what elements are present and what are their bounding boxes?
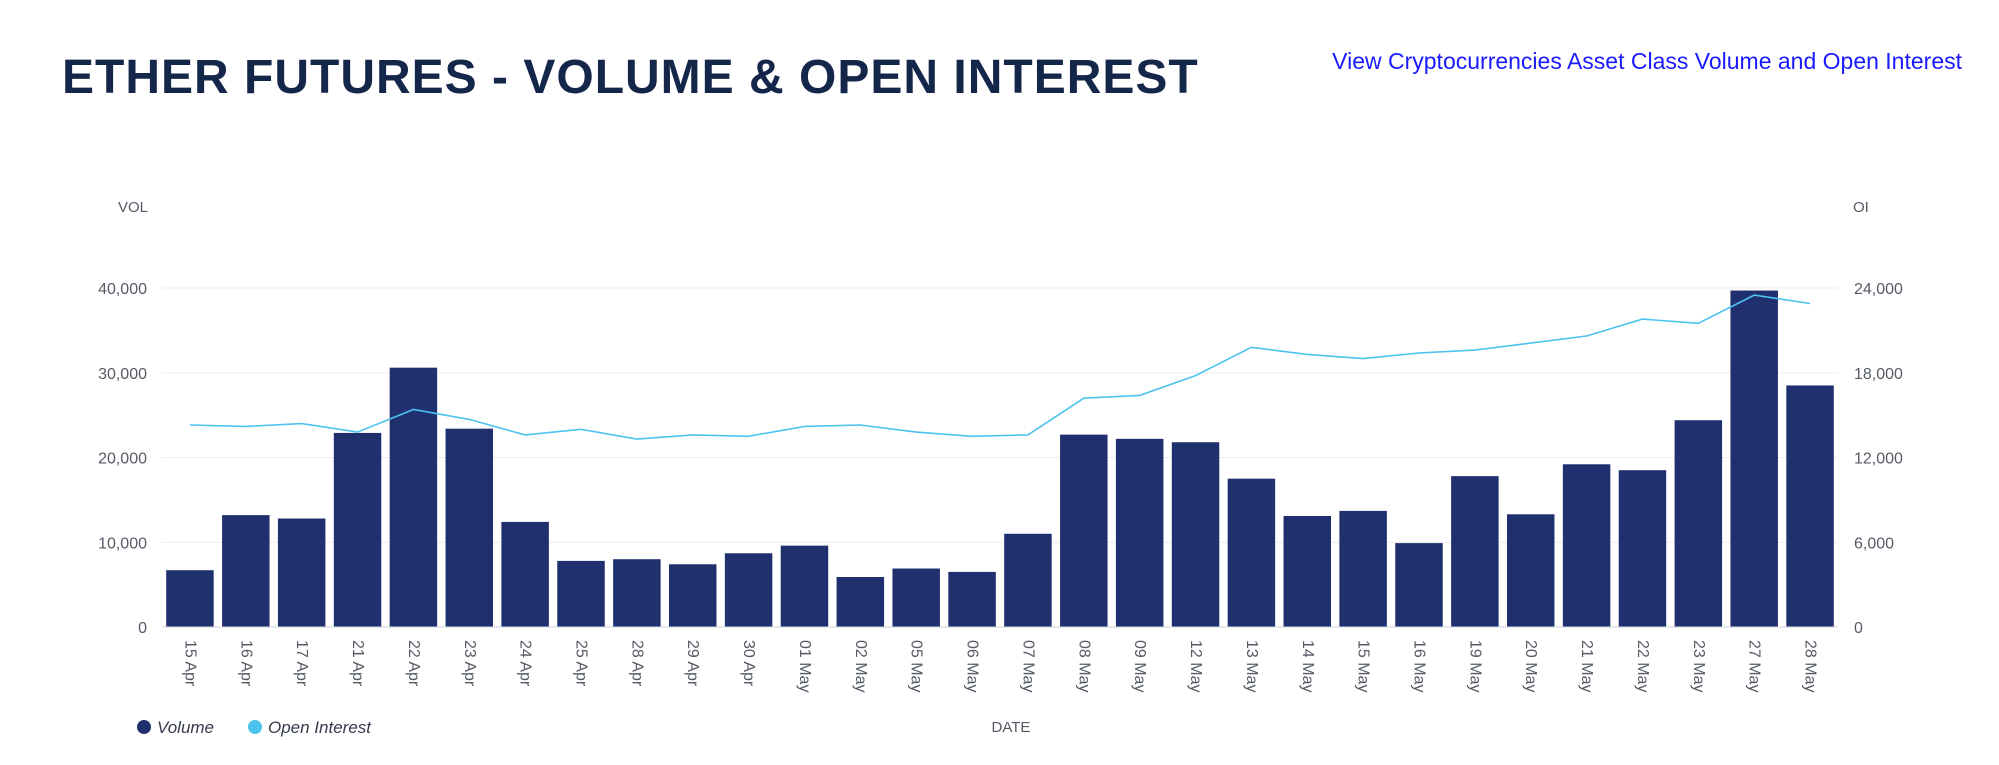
x-tick-label: 02 May: [852, 640, 869, 692]
volume-bar: [277, 518, 326, 627]
volume-bar: [780, 545, 829, 627]
y-axis-ticks: 0 10,000 20,000 30,000 40,000: [98, 281, 147, 637]
volume-bar: [389, 367, 438, 627]
open-interest-line: [189, 294, 1811, 440]
y-tick-label: 0: [138, 620, 147, 637]
volume-bar: [1562, 464, 1611, 627]
volume-bar: [333, 432, 382, 627]
volume-bar: [1171, 442, 1220, 627]
y2-tick-label: 6,000: [1854, 535, 1894, 552]
x-tick-label: 22 May: [1634, 640, 1651, 692]
legend-open-interest-label: Open Interest: [268, 718, 372, 737]
x-axis-label: DATE: [992, 719, 1031, 736]
x-tick-label: 15 May: [1355, 640, 1372, 692]
x-tick-label: 14 May: [1299, 640, 1316, 692]
x-tick-label: 23 Apr: [461, 640, 478, 687]
volume-bar: [892, 568, 940, 627]
x-tick-label: 12 May: [1187, 640, 1204, 692]
volume-bar: [1451, 476, 1499, 627]
y-tick-label: 10,000: [98, 535, 147, 552]
volume-bar: [1395, 543, 1443, 627]
y-axis-label: VOL: [118, 199, 148, 216]
legend: Volume Open Interest: [137, 718, 372, 737]
x-tick-label: 13 May: [1243, 640, 1260, 692]
x-tick-label: 23 May: [1690, 640, 1707, 692]
x-tick-label: 16 May: [1411, 640, 1428, 692]
x-tick-label: 09 May: [1131, 640, 1148, 692]
volume-bar: [1506, 514, 1555, 627]
volume-bar: [1115, 438, 1164, 627]
y2-axis-ticks: 0 6,000 12,000 18,000 24,000: [1854, 281, 1903, 637]
x-tick-label: 29 Apr: [684, 640, 701, 687]
x-tick-label: 06 May: [964, 640, 981, 692]
volume-bar: [445, 428, 494, 627]
y2-tick-label: 12,000: [1854, 451, 1903, 468]
grid-lines: [162, 287, 1838, 543]
asset-class-volume-link[interactable]: View Cryptocurrencies Asset Class Volume…: [1332, 48, 1962, 74]
volume-bar: [724, 553, 773, 627]
volume-bar: [1060, 434, 1108, 627]
volume-bar: [1618, 470, 1667, 627]
x-tick-label: 21 May: [1578, 640, 1595, 692]
volume-bar: [1786, 385, 1834, 627]
x-tick-label: 20 May: [1522, 640, 1539, 692]
y2-tick-label: 18,000: [1854, 366, 1903, 383]
x-tick-label: 15 Apr: [181, 640, 198, 687]
legend-volume-label: Volume: [157, 718, 214, 737]
legend-volume-marker: [137, 720, 151, 734]
y2-tick-label: 24,000: [1854, 281, 1903, 298]
y-tick-label: 20,000: [98, 451, 147, 468]
volume-bar: [1004, 533, 1052, 627]
volume-bar: [557, 560, 605, 627]
volume-bar: [501, 521, 549, 627]
volume-bar: [1674, 420, 1723, 627]
volume-bar: [948, 571, 996, 627]
volume-bar: [836, 576, 885, 627]
x-tick-label: 01 May: [796, 640, 813, 692]
volume-bar: [1227, 478, 1276, 627]
volume-bars: [166, 290, 1834, 627]
x-tick-label: 25 Apr: [573, 640, 590, 687]
x-tick-label: 28 May: [1802, 640, 1819, 692]
legend-open-interest-marker: [248, 720, 262, 734]
x-tick-label: 16 Apr: [237, 640, 254, 687]
x-tick-label: 30 Apr: [740, 640, 757, 687]
page-title: ETHER FUTURES - VOLUME & OPEN INTEREST: [62, 51, 1199, 104]
y-tick-label: 30,000: [98, 366, 147, 383]
x-tick-label: 19 May: [1466, 640, 1483, 692]
y2-tick-label: 0: [1854, 620, 1863, 637]
x-tick-label: 28 Apr: [628, 640, 645, 687]
volume-bar: [1730, 290, 1778, 627]
x-tick-label: 08 May: [1075, 640, 1092, 692]
volume-bar: [1283, 515, 1332, 627]
x-tick-label: 21 Apr: [349, 640, 366, 687]
x-axis-ticks: 15 Apr 16 Apr 17 Apr 21 Apr 22 Apr 23 Apr 24 A…: [181, 640, 1818, 692]
volume-bar: [613, 559, 661, 627]
x-tick-label: 17 Apr: [293, 640, 310, 687]
x-tick-label: 24 Apr: [517, 640, 534, 687]
x-tick-label: 27 May: [1746, 640, 1763, 692]
volume-bar: [166, 570, 214, 627]
y2-axis-label: OI: [1853, 199, 1869, 216]
volume-bar: [1339, 510, 1387, 627]
x-tick-label: 07 May: [1019, 640, 1036, 692]
volume-bar: [668, 564, 717, 627]
y-tick-label: 40,000: [98, 281, 147, 298]
x-tick-label: 05 May: [908, 640, 925, 692]
x-tick-label: 22 Apr: [405, 640, 422, 687]
volume-bar: [222, 515, 270, 627]
